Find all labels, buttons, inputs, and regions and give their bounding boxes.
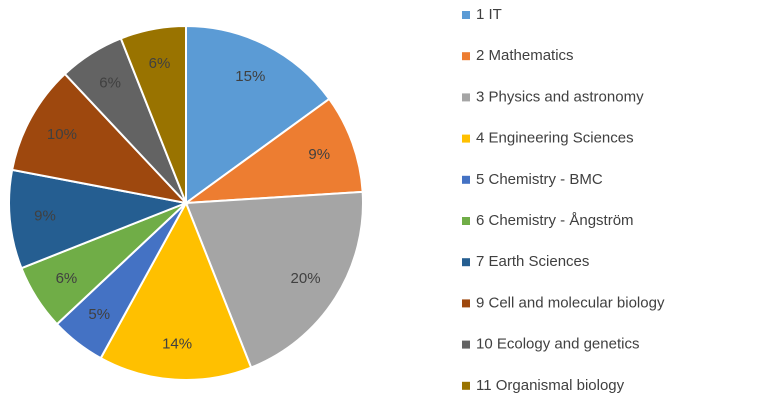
legend-label: 7 Earth Sciences	[476, 253, 589, 270]
legend-swatch	[462, 93, 470, 102]
pie-slice	[185, 24, 331, 205]
legend-label: 3 Physics and astronomy	[476, 88, 644, 105]
legend-swatch	[462, 175, 470, 184]
pie-slice	[8, 168, 190, 270]
pie-slice	[184, 190, 364, 369]
data-label: 5%	[88, 306, 110, 323]
data-label: 15%	[235, 68, 265, 85]
legend-label: 10 Ecology and genetics	[476, 336, 639, 353]
legend-swatch	[462, 217, 470, 225]
legend-swatch	[462, 299, 470, 308]
legend-swatch	[462, 52, 470, 61]
legend-swatch	[462, 11, 470, 19]
legend-label: 9 Cell and molecular biology	[476, 294, 665, 311]
pie-slice	[99, 200, 253, 381]
data-label: 6%	[56, 270, 78, 287]
legend-label: 11 Organismal biology	[476, 377, 625, 394]
legend-label: 2 Mathematics	[476, 47, 574, 64]
pie-slice	[119, 24, 187, 204]
data-label: 6%	[99, 74, 121, 91]
data-label: 9%	[34, 207, 56, 224]
legend-swatch	[462, 258, 470, 267]
pie-slice	[10, 72, 189, 205]
legend-swatch	[462, 381, 470, 390]
legend-swatch	[462, 340, 470, 349]
pie-slice	[182, 97, 364, 205]
data-label: 14%	[162, 335, 192, 352]
data-label: 9%	[308, 146, 330, 163]
legend-label: 5 Chemistry - BMC	[476, 171, 603, 188]
legend-swatch	[462, 134, 470, 143]
data-label: 20%	[291, 270, 321, 287]
data-label: 10%	[47, 126, 77, 143]
legend-label: 4 Engineering Sciences	[476, 130, 634, 147]
legend-label: 1 IT	[476, 6, 502, 23]
data-label: 6%	[149, 55, 171, 72]
legend-label: 6 Chemistry - Ångström	[476, 212, 634, 229]
